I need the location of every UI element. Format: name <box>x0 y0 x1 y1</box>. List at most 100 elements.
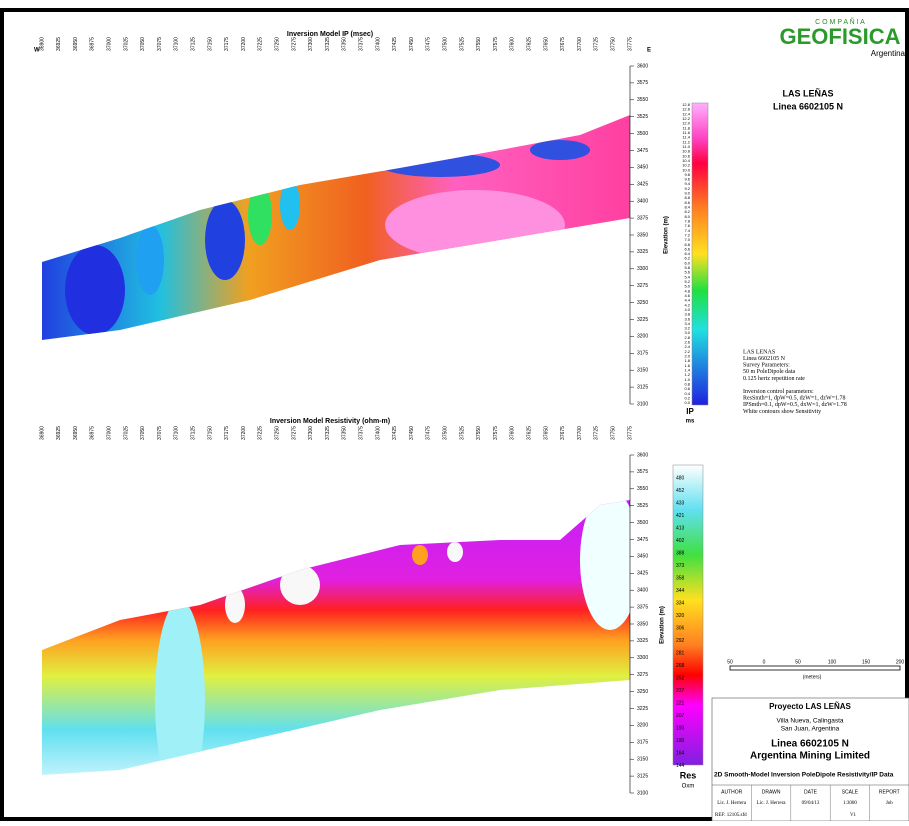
station-label: 37775 <box>627 37 633 51</box>
res-scale-label: 281 <box>676 650 685 656</box>
ip-scale-unit: ms <box>686 419 695 425</box>
station-label: 37250 <box>275 37 281 51</box>
res-scale-label: 452 <box>676 488 685 494</box>
tb-header: DRAWN <box>762 789 781 795</box>
station-label: 37000 <box>107 426 113 440</box>
elevation-label: 3100 <box>637 790 648 796</box>
tb-value: Lic. J. Herrera <box>757 801 787 806</box>
ip-scale-label: 8.8 <box>684 195 690 200</box>
logo-country: Argentina <box>871 49 906 58</box>
ip-scale-label: 3.6 <box>684 316 690 321</box>
station-label: 37550 <box>476 37 482 51</box>
station-label: 37425 <box>392 37 398 51</box>
res-scale-label: 433 <box>676 500 685 506</box>
station-label: 37425 <box>392 426 398 440</box>
station-label: 37750 <box>611 37 617 51</box>
elevation-label: 3425 <box>637 182 648 188</box>
site-line: Linea 6602105 N <box>773 101 843 111</box>
ip-scale-label: 12.4 <box>682 111 691 116</box>
ip-scale-label: 5.4 <box>684 274 690 279</box>
ip-scale-label: 6.6 <box>684 246 690 251</box>
res-color-scale <box>672 464 704 766</box>
elevation-label: 3400 <box>637 199 648 205</box>
ip-scale-label: 11.4 <box>683 135 691 140</box>
station-label: 37500 <box>443 426 449 440</box>
note-line: Linea 6602105 N <box>743 356 786 362</box>
station-label: 37125 <box>191 37 197 51</box>
ip-scale-label: 10.0 <box>682 167 691 172</box>
elevation-label: 3550 <box>637 486 648 492</box>
elevation-label: 3325 <box>637 638 648 644</box>
ip-scale-label: 3.8 <box>684 312 690 317</box>
elevation-label: 3600 <box>637 63 648 69</box>
note-line: White contours show Sensitivity <box>743 409 821 415</box>
elevation-label: 3200 <box>637 334 648 340</box>
elevation-label: 3375 <box>637 215 648 221</box>
station-label: 36925 <box>56 37 62 51</box>
station-label: 37775 <box>627 426 633 440</box>
elevation-label: 3375 <box>637 604 648 610</box>
west-label: W <box>34 48 40 54</box>
static-text: C O M P A Ñ I A GEOFISICA Argentina LAS … <box>34 17 909 822</box>
elevation-label: 3225 <box>637 317 648 323</box>
ip-scale-title: IP <box>686 407 694 416</box>
note-line: IPSmth=0.1, dpW=0.5, dxW=1, dzW=1.78 <box>743 402 847 408</box>
ip-scale-label: 10.2 <box>682 163 691 168</box>
ip-scale-label: 7.6 <box>684 223 690 228</box>
ip-scale-label: 9.4 <box>684 181 690 186</box>
station-label: 37275 <box>291 37 297 51</box>
station-label: 37575 <box>493 37 499 51</box>
station-label: 37325 <box>325 37 331 51</box>
ip-scale-label: 11.8 <box>683 125 691 130</box>
ip-scale-label: 2.2 <box>684 349 690 354</box>
ip-scale-label: 0.4 <box>684 391 690 396</box>
station-label: 37650 <box>543 426 549 440</box>
elevation-label: 3350 <box>637 621 648 627</box>
station-label: 37225 <box>258 426 264 440</box>
ip-scale-label: 4.4 <box>684 298 690 303</box>
scale-bar-label: 100 <box>828 659 837 665</box>
elevation-label: 3500 <box>637 520 648 526</box>
res-scale-label: 268 <box>676 663 685 669</box>
station-label: 37200 <box>241 426 247 440</box>
res-scale-label: 421 <box>676 513 685 519</box>
ip-scale-label: 2.6 <box>684 340 690 345</box>
ip-scale-label: 5.0 <box>684 284 690 289</box>
elevation-label: 3300 <box>637 655 648 661</box>
ip-scale-label: 10.8 <box>682 149 691 154</box>
station-label: 37125 <box>191 426 197 440</box>
station-label: 37625 <box>527 426 533 440</box>
station-label: 37700 <box>577 426 583 440</box>
elevation-label: 3475 <box>637 148 648 154</box>
note-line: LAS LENAS <box>743 349 775 355</box>
ip-scale-label: 6.0 <box>684 260 690 265</box>
note-line: Survey Parameters: <box>743 363 790 369</box>
station-label: 37100 <box>174 426 180 440</box>
ip-scale-label: 9.2 <box>684 186 690 191</box>
note-line: Inversion control parameters: <box>743 389 814 395</box>
station-label: 37450 <box>409 37 415 51</box>
res-scale-label: 207 <box>676 713 685 719</box>
station-label: 37275 <box>291 426 297 440</box>
ip-scale-label: 6.4 <box>684 251 690 256</box>
ip-scale-label: 3.4 <box>684 321 690 326</box>
station-label: 37500 <box>443 37 449 51</box>
note-line: ResSmth=1, dpW=0.5, dzW=1, dzW=1.78 <box>743 396 846 402</box>
station-label: 37700 <box>577 37 583 51</box>
tb-line: Linea 6602105 N <box>771 739 849 750</box>
ip-scale-label: 5.8 <box>684 265 690 270</box>
station-label: 37675 <box>560 426 566 440</box>
res-scale-label: 358 <box>676 575 685 581</box>
station-label: 37575 <box>493 426 499 440</box>
elevation-label: 3125 <box>637 773 648 779</box>
station-label: 37625 <box>527 37 533 51</box>
station-label: 37350 <box>342 37 348 51</box>
res-scale-label: 193 <box>676 725 685 731</box>
res-axis-label: Elevation (m) <box>660 606 666 644</box>
place2: San Juan, Argentina <box>781 726 840 733</box>
elevation-label: 3275 <box>637 672 648 678</box>
station-label: 37150 <box>207 426 213 440</box>
station-label: 37300 <box>308 37 314 51</box>
station-label: 36900 <box>39 37 45 51</box>
station-label: 37600 <box>510 37 516 51</box>
